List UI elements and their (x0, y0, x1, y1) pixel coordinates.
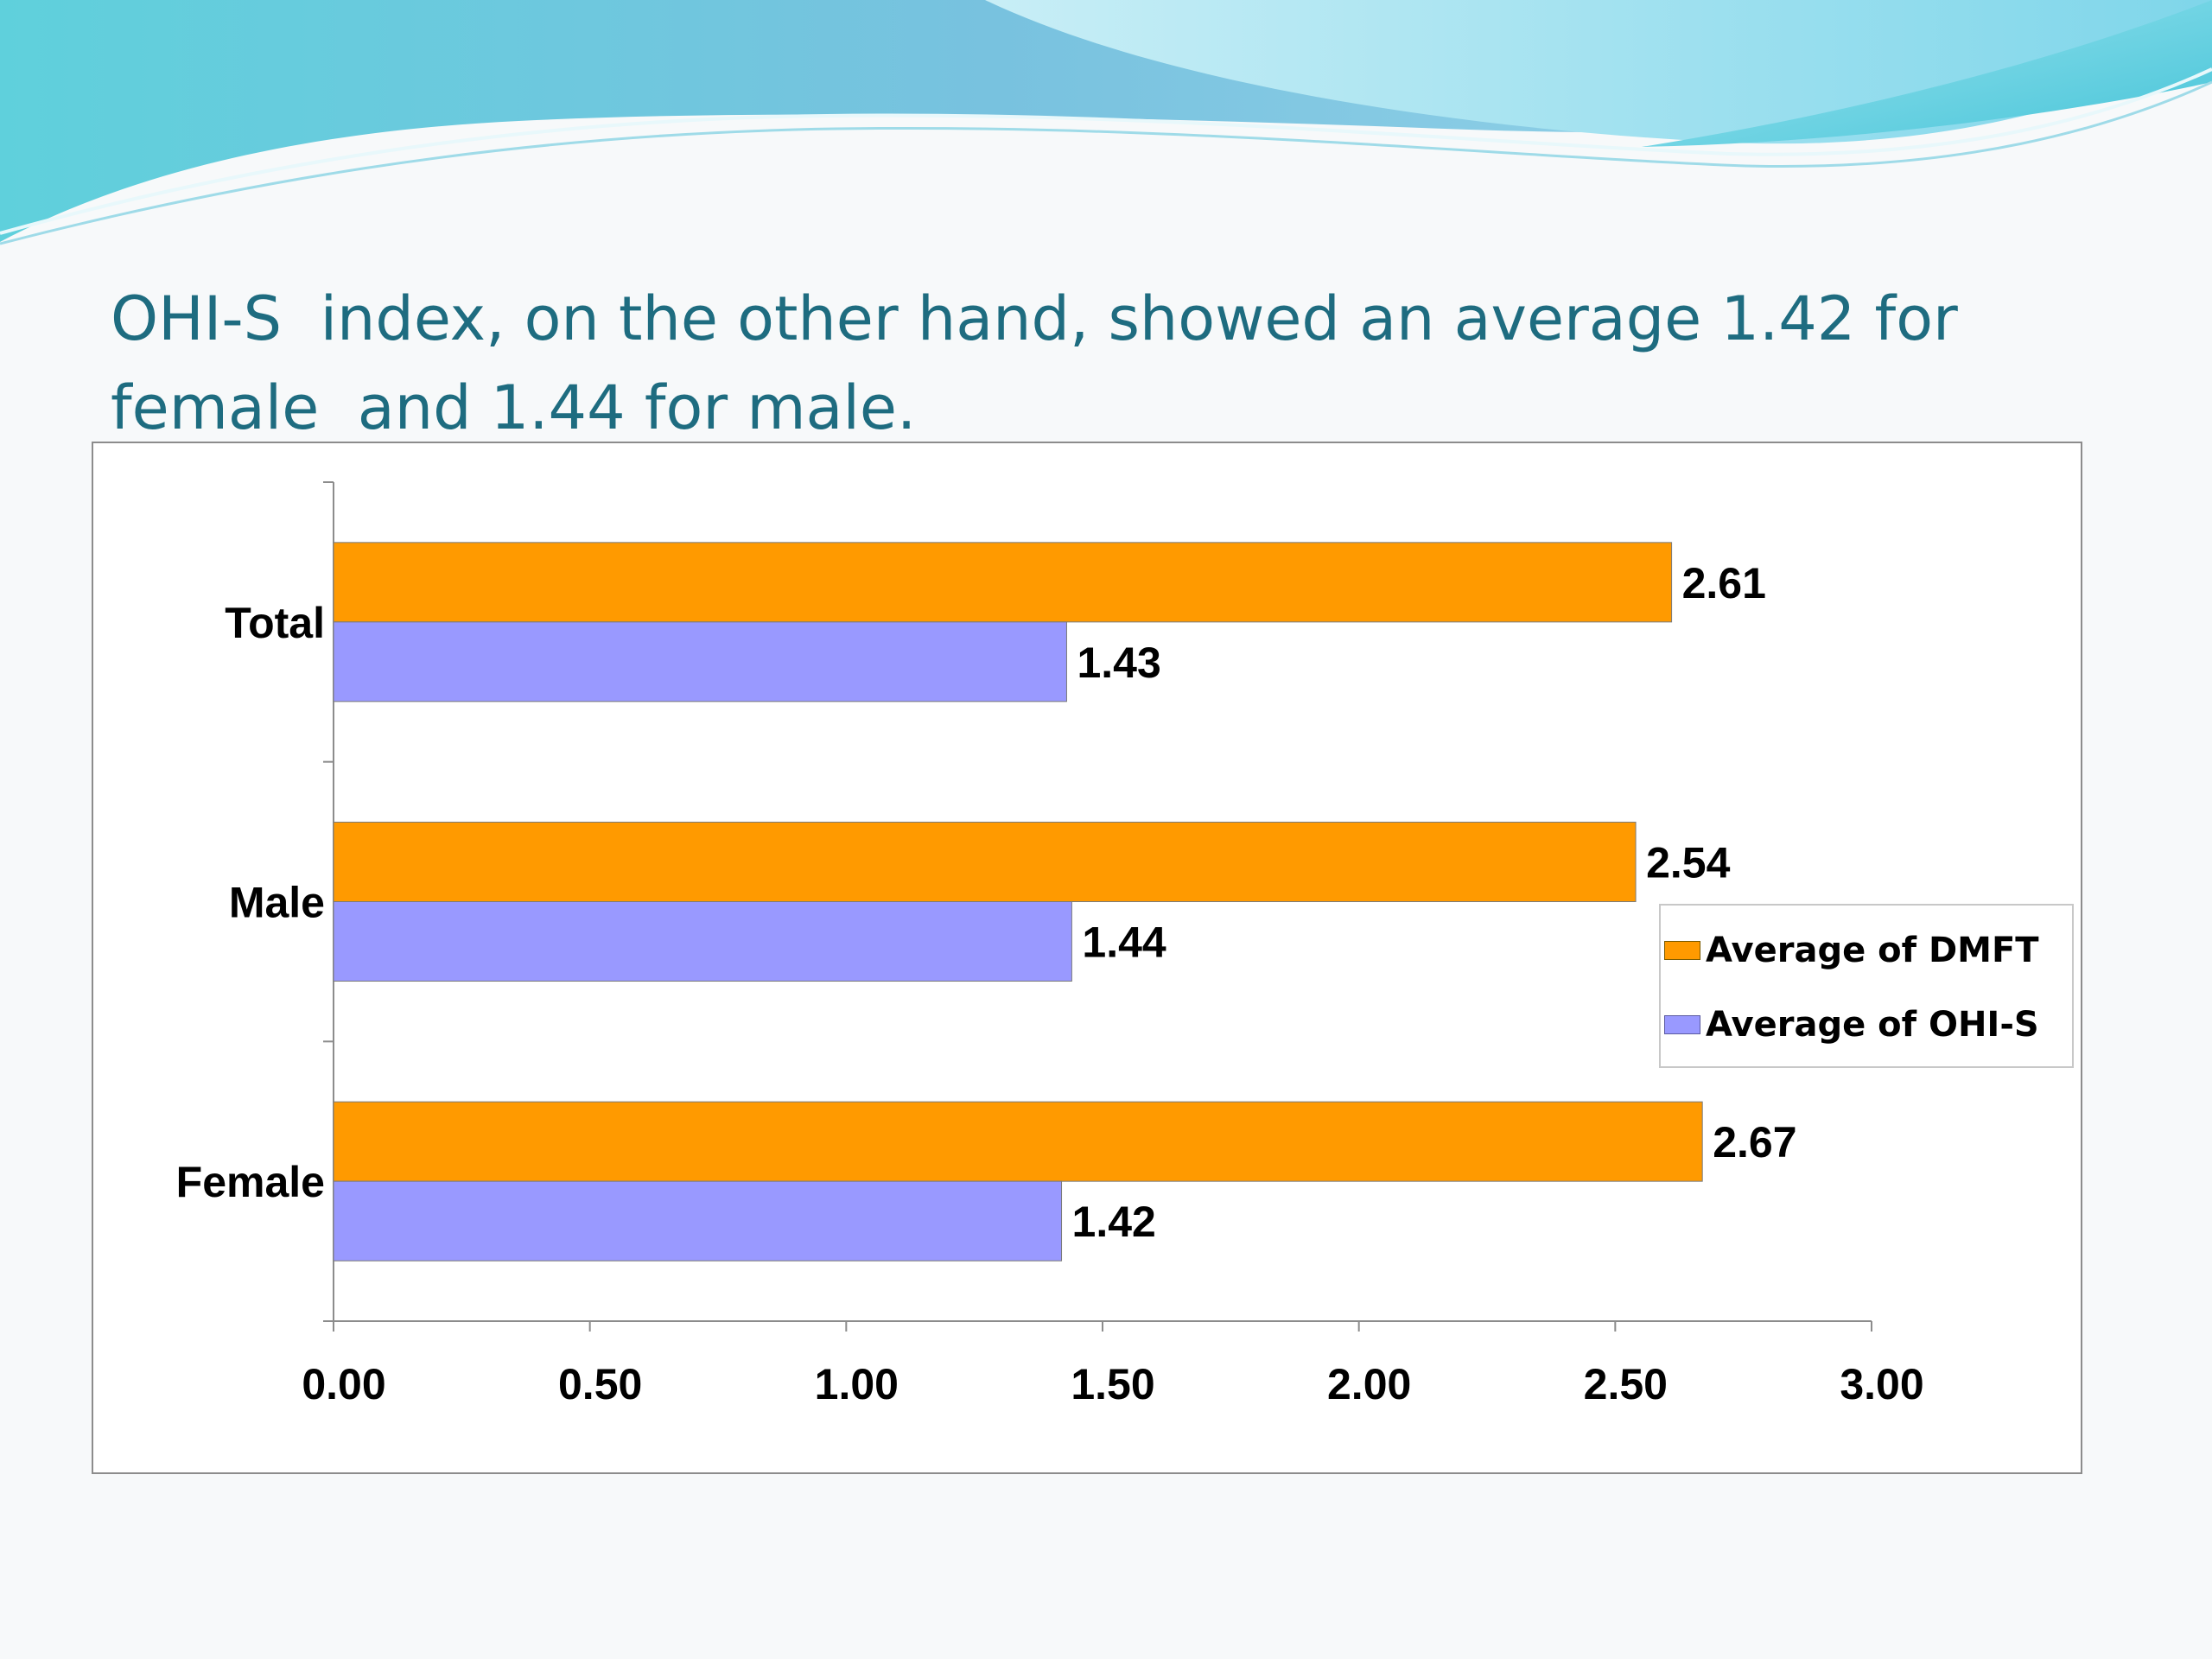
data-label: 1.43 (1077, 639, 1160, 687)
y-category-label: Total (225, 599, 325, 647)
x-tick-label: 2.50 (1584, 1360, 1668, 1408)
y-category-label: Male (229, 879, 325, 927)
data-label: 2.67 (1713, 1118, 1796, 1166)
slide-title-line-2: female and 1.44 for male. (111, 372, 917, 443)
slide-title-line-1: OHI-S index, on the other hand, showed a… (111, 283, 1958, 354)
x-tick-label: 1.00 (815, 1360, 899, 1408)
slide-title: OHI-S index, on the other hand, showed a… (111, 275, 2098, 453)
legend-item-ohis: Average of OHI-S (1661, 999, 2039, 1051)
data-label: 2.61 (1682, 559, 1766, 607)
legend-swatch-dmft (1664, 941, 1700, 960)
chart-legend: Average of DMFT Average of OHI-S (1659, 904, 2074, 1068)
legend-swatch-ohis (1664, 1015, 1700, 1034)
x-tick-label: 0.50 (558, 1360, 642, 1408)
bar-ohis (333, 1180, 1063, 1262)
bar-ohis (333, 621, 1067, 702)
bar-dmft (333, 1101, 1703, 1182)
x-tick-label: 2.00 (1327, 1360, 1411, 1408)
data-label: 1.42 (1072, 1198, 1156, 1246)
y-category-label: Female (176, 1158, 325, 1206)
legend-label-dmft: Average of DMFT (1706, 931, 2039, 970)
bar-dmft (333, 542, 1673, 623)
chart-container: 0.00 0.50 1.00 1.50 2.00 2.50 3.00 Female 2.67 1.… (92, 442, 2082, 1474)
x-tick-label: 0.00 (302, 1360, 385, 1408)
legend-item-dmft: Average of DMFT (1661, 925, 2039, 976)
data-label: 1.44 (1082, 918, 1166, 967)
legend-label-ohis: Average of OHI-S (1706, 1005, 2039, 1045)
header-wave-banner (0, 0, 2212, 245)
x-tick-label: 1.50 (1071, 1360, 1154, 1408)
x-tick-label: 3.00 (1840, 1360, 1923, 1408)
bar-ohis (333, 901, 1072, 982)
bar-dmft (333, 822, 1637, 902)
data-label: 2.54 (1646, 839, 1731, 887)
bar-chart: 0.00 0.50 1.00 1.50 2.00 2.50 3.00 Female 2.67 1.… (176, 481, 1924, 1408)
